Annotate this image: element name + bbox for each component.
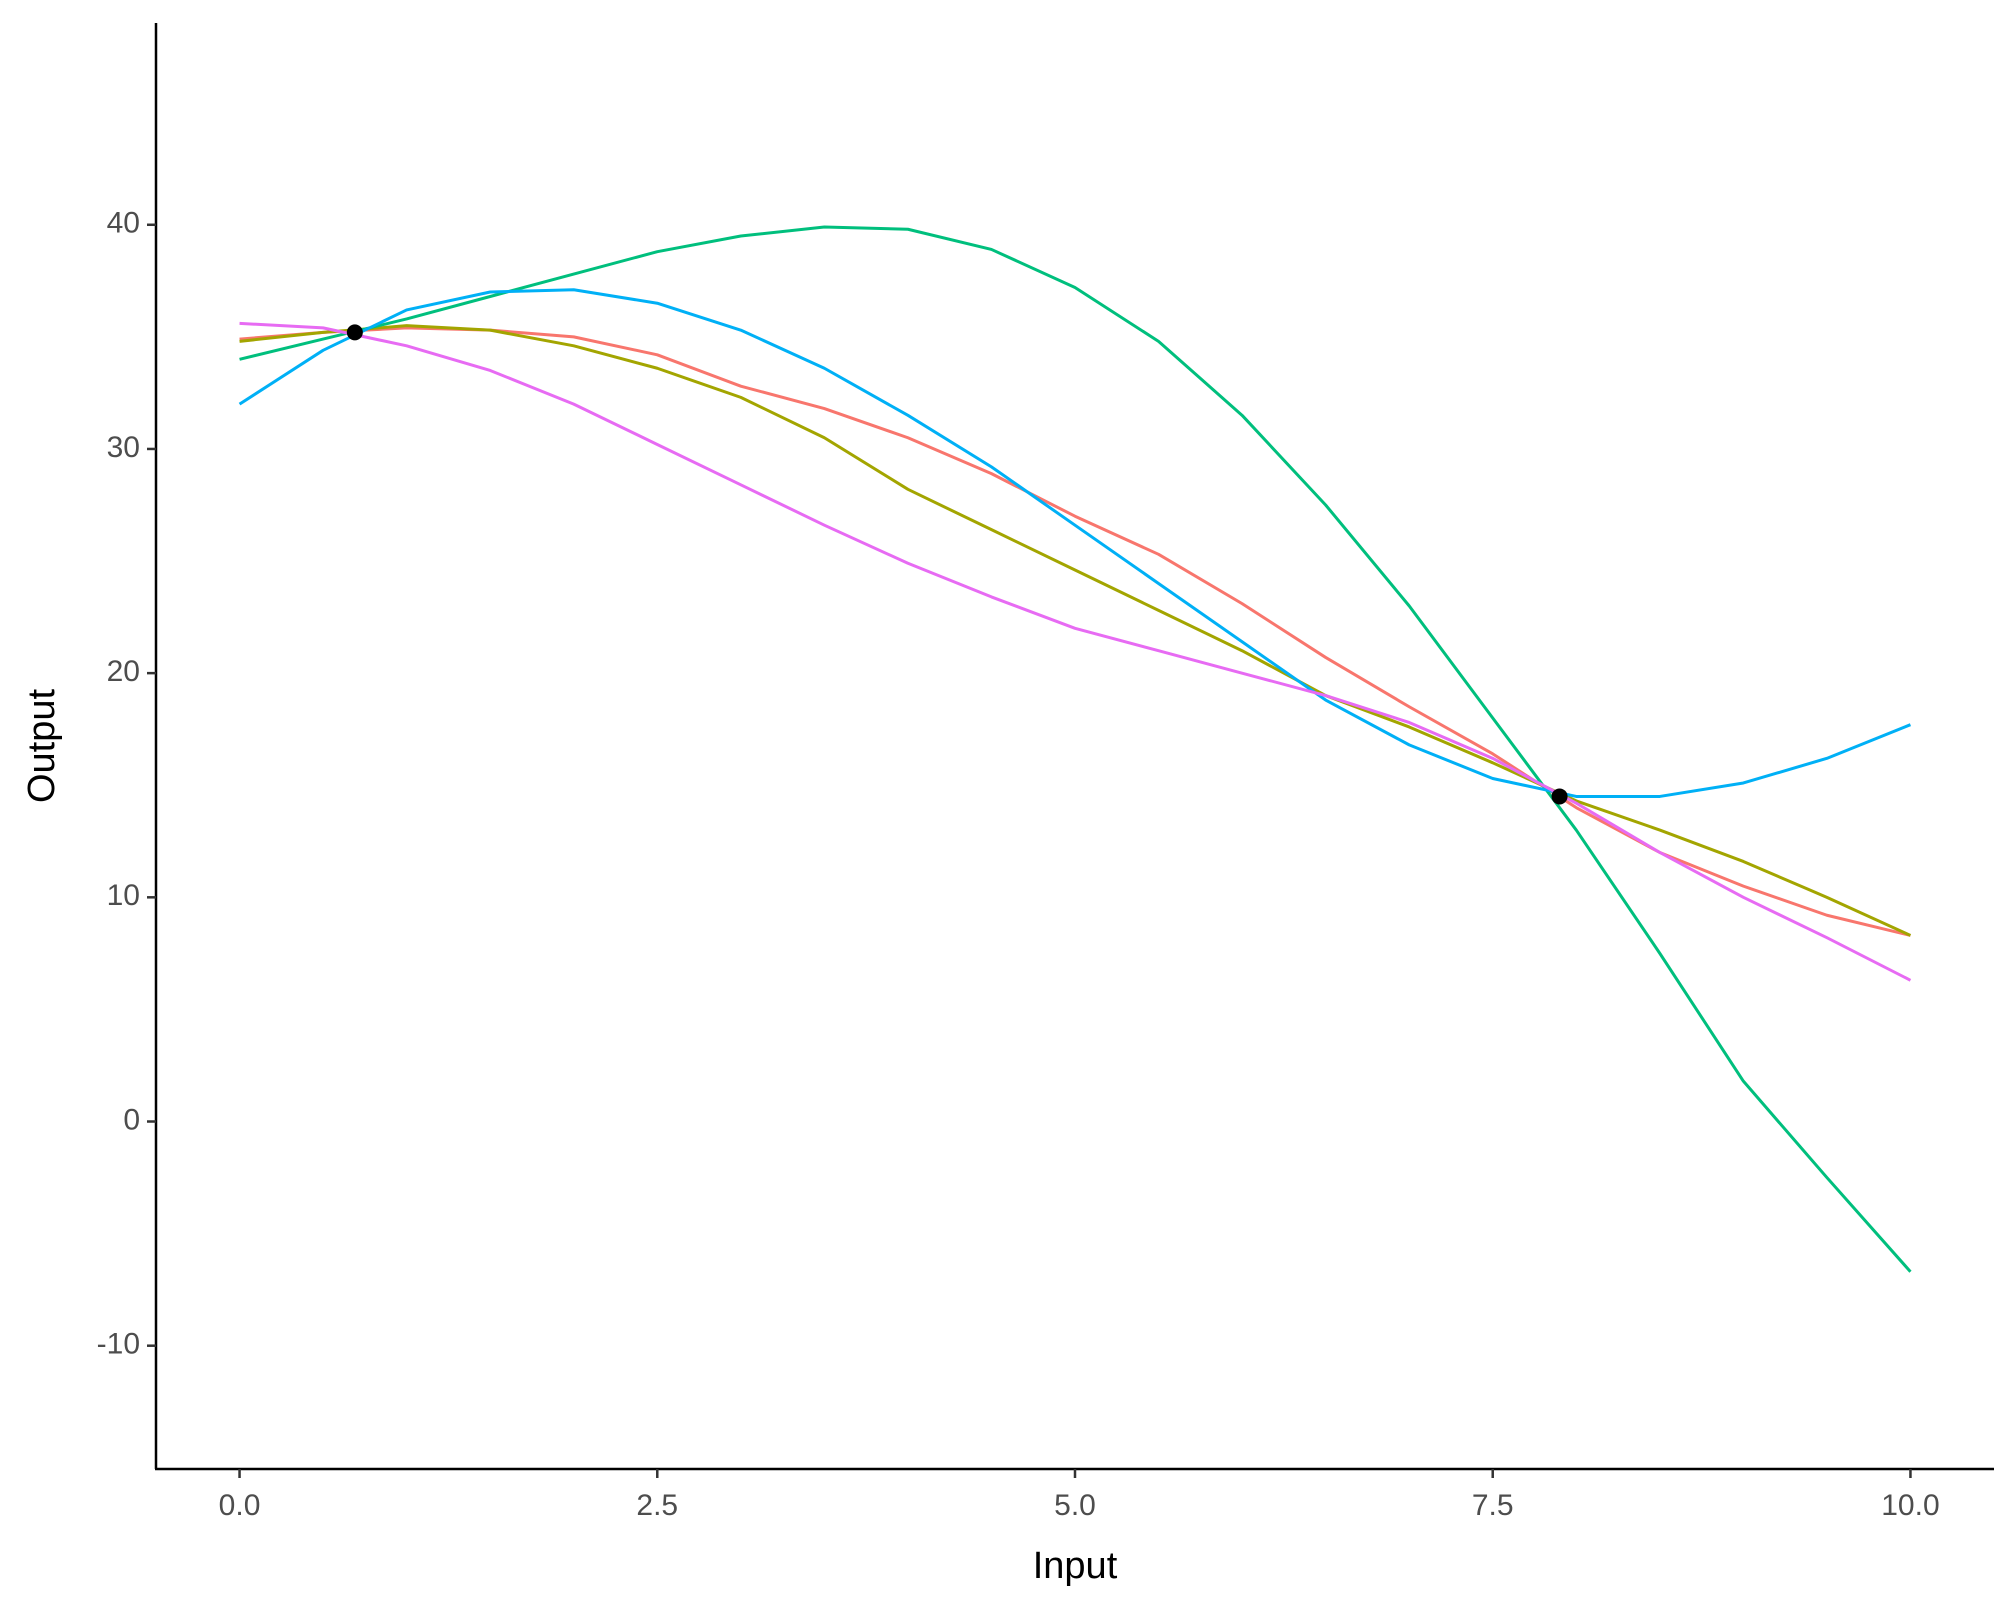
y-tick-label: 0: [123, 1103, 140, 1136]
x-tick-label: 2.5: [636, 1489, 678, 1522]
y-tick-label: -10: [97, 1328, 140, 1361]
y-axis-title: Output: [21, 689, 63, 804]
x-axis-title: Input: [1033, 1545, 1118, 1587]
y-tick-label: 30: [107, 431, 140, 464]
data-point: [346, 324, 363, 341]
x-tick-label: 5.0: [1054, 1489, 1096, 1522]
x-tick-label: 0.0: [219, 1489, 261, 1522]
y-tick-label: 10: [107, 879, 140, 912]
y-tick-label: 20: [107, 655, 140, 688]
series-line: [239, 225, 1912, 1273]
series-line: [238, 288, 1912, 798]
series-line: [239, 324, 1912, 937]
x-tick-label: 7.5: [1472, 1489, 1514, 1522]
series-line: [239, 321, 1912, 982]
y-tick-label: 40: [107, 207, 140, 240]
x-tick-label: 10.0: [1881, 1489, 1939, 1522]
data-point: [1551, 788, 1568, 805]
